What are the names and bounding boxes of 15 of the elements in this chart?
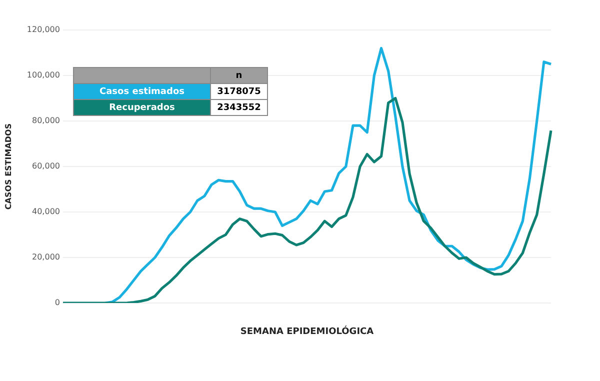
legend-title: n (210, 68, 268, 84)
text: Recuperados (109, 102, 175, 112)
y-tick-label: 20,000 (32, 252, 60, 262)
y-tick-label: 40,000 (32, 207, 60, 216)
y-tick-label: 80,000 (32, 116, 60, 126)
table-header: n (74, 68, 268, 84)
annotation: 2343552 (210, 100, 268, 116)
y-tick-label: 100,000 (26, 70, 60, 80)
y-tick-label: 60,000 (32, 162, 60, 171)
y-axis-title: CASOS ESTIMADOS (4, 123, 13, 210)
annotation: 3178075 (210, 84, 268, 100)
y-tick-label: 120,000 (26, 25, 60, 34)
text: Casos estimados (100, 86, 184, 96)
y-tick-label: 0 (54, 298, 60, 308)
x-axis-title: SEMANA EPIDEMIOLÓGICA (240, 324, 374, 337)
